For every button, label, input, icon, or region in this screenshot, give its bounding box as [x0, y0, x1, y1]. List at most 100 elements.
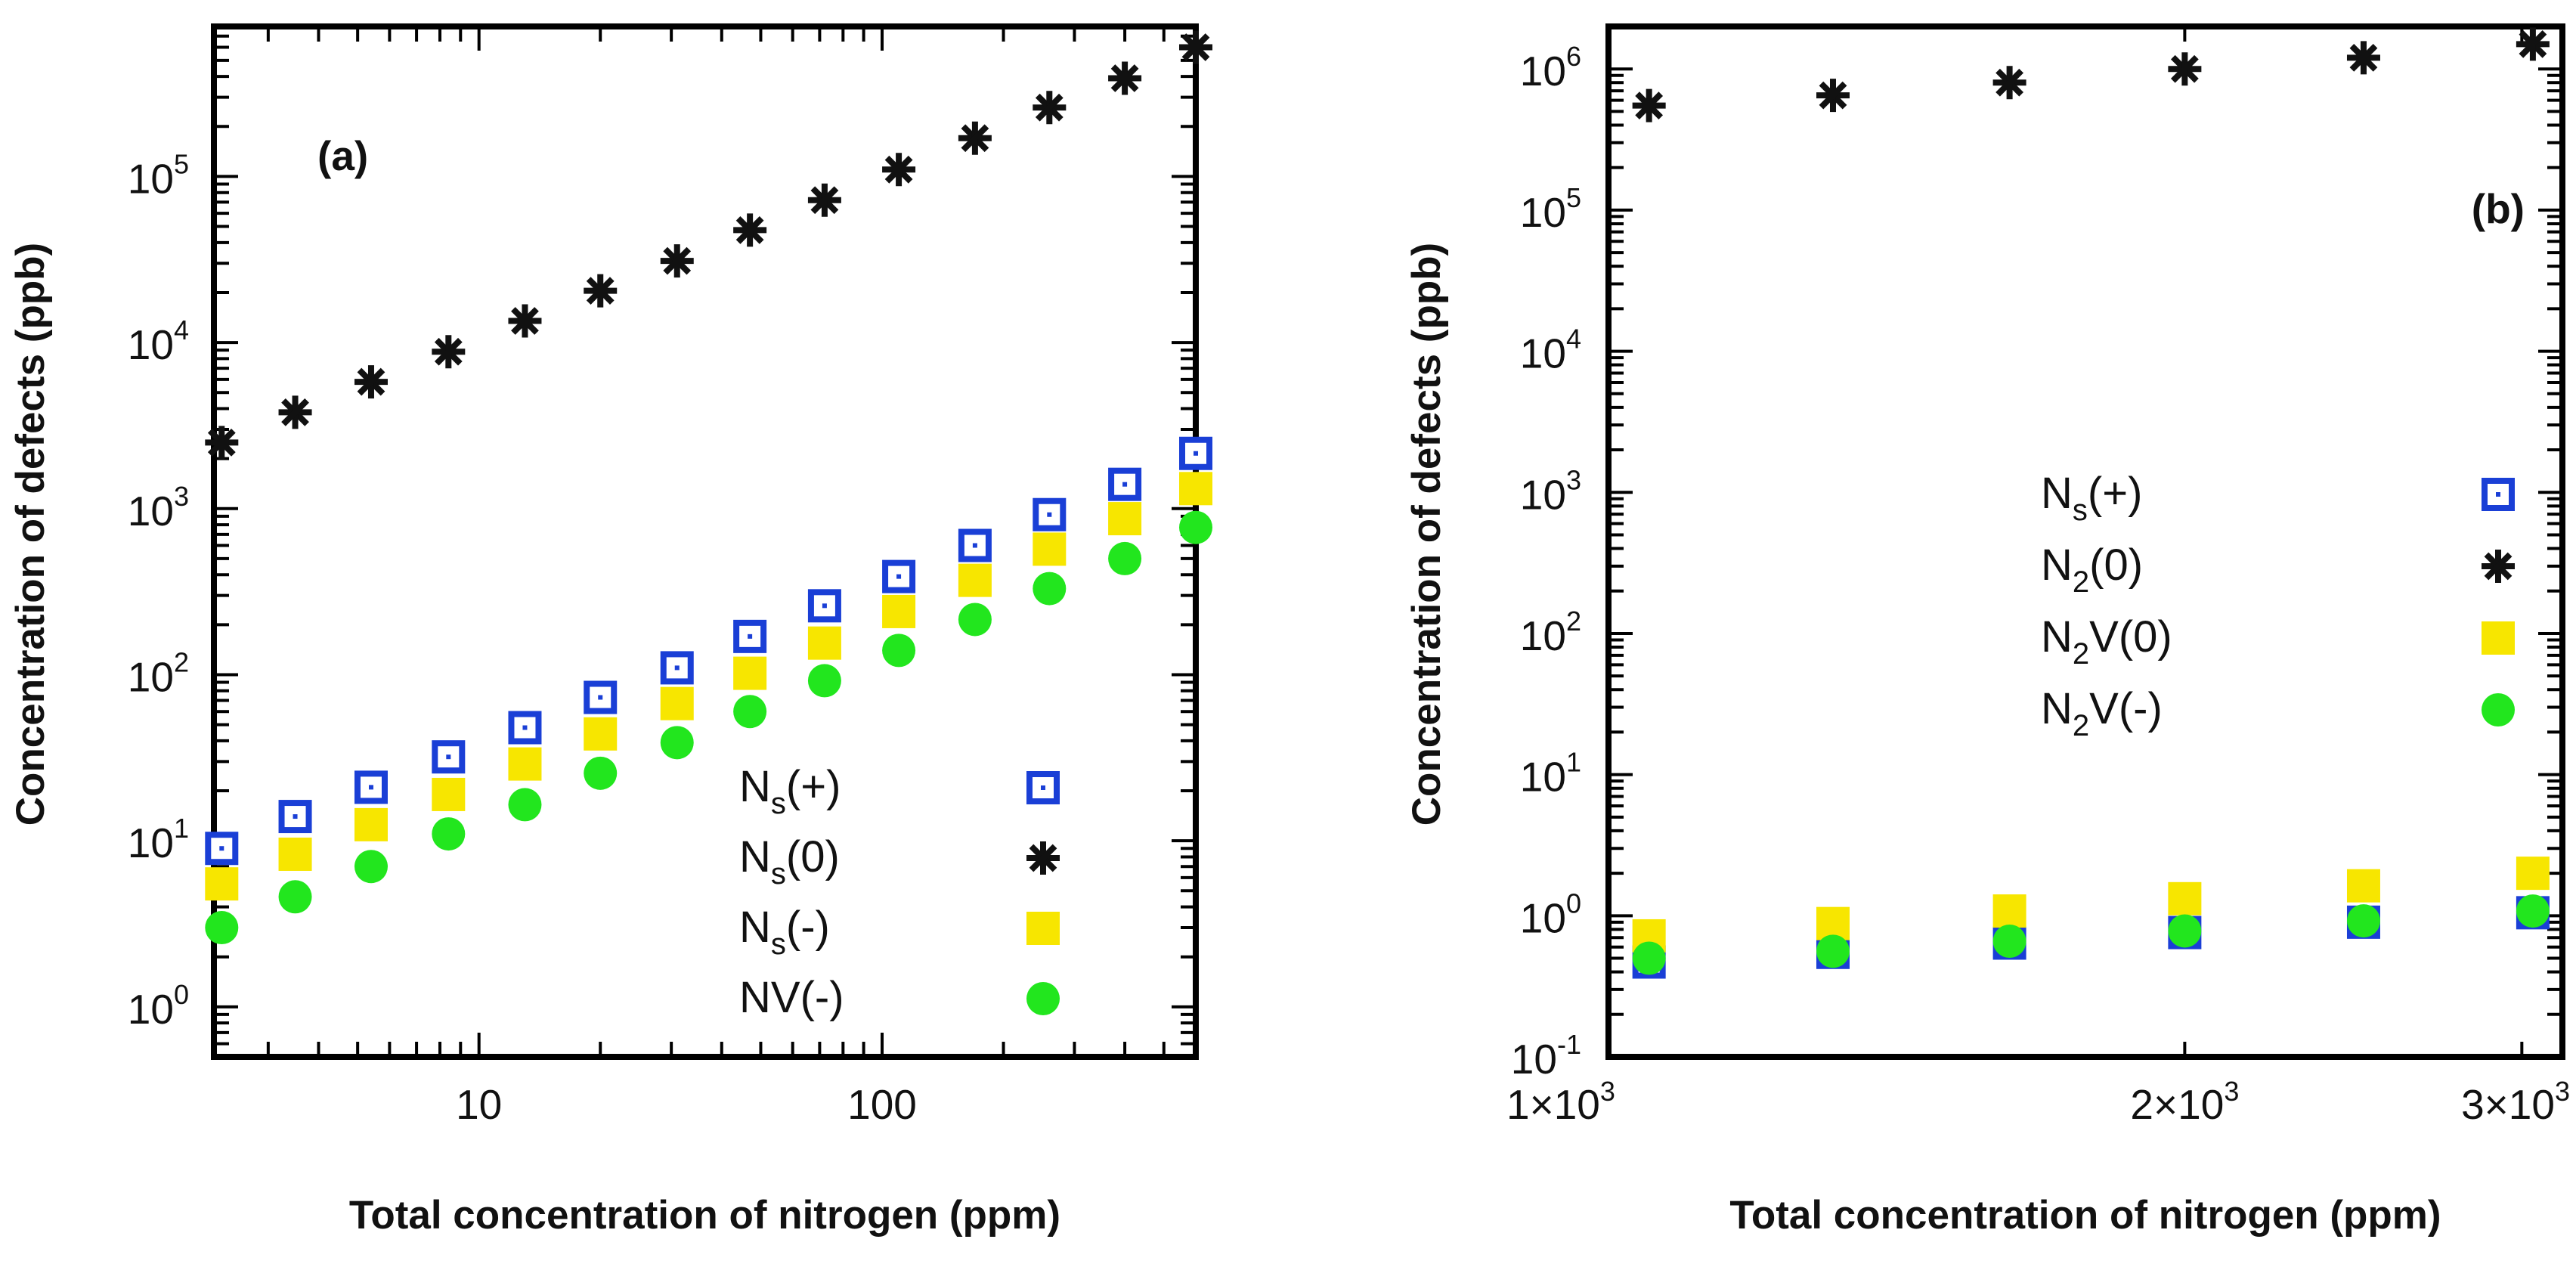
- marker-stroke: [1995, 68, 2023, 97]
- marker-stroke: [2170, 54, 2199, 83]
- data-point: [660, 651, 694, 685]
- marker-stroke: [1029, 844, 1057, 872]
- marker-stroke: [2519, 29, 2547, 58]
- data-point: [278, 880, 312, 914]
- data-point: [807, 183, 841, 217]
- y-axis-label: Concentration of defects (ppb): [8, 243, 53, 826]
- marker-dot: [2496, 492, 2500, 497]
- marker-stroke: [2484, 552, 2513, 581]
- marker-stroke: [810, 186, 839, 215]
- data-point: [584, 680, 618, 714]
- legend-marker: [2482, 478, 2515, 511]
- y-axis-label: Concentration of defects (ppb): [1404, 243, 1449, 826]
- data-point: [1179, 472, 1212, 506]
- data-point: [354, 850, 388, 884]
- data-point: [1992, 894, 2026, 928]
- data-point: [432, 335, 466, 369]
- minor-ticks: [1607, 25, 2562, 1058]
- data-point: [508, 747, 542, 781]
- marker-dot: [1194, 451, 1198, 456]
- legend-label: NV(-): [739, 973, 844, 1022]
- legend-marker: [1026, 912, 1060, 945]
- marker-dot: [748, 634, 753, 639]
- data-point: [1108, 502, 1142, 536]
- data-point: [278, 800, 312, 834]
- legend-label: N2V(-): [2041, 684, 2163, 742]
- data-point: [1632, 941, 1666, 975]
- data-point: [278, 395, 312, 429]
- series-N2V(-): [1632, 894, 2550, 975]
- data-point: [1108, 467, 1142, 501]
- x-tick-label: 3×103: [2461, 1076, 2570, 1128]
- data-point: [584, 756, 618, 790]
- data-point: [958, 121, 992, 155]
- data-point: [205, 832, 239, 866]
- marker-dot: [972, 543, 977, 548]
- series-Ns(-): [205, 472, 1212, 901]
- data-point: [660, 686, 694, 720]
- data-point: [1992, 66, 2026, 100]
- marker-dot: [822, 603, 827, 609]
- legend-label: Ns(-): [739, 903, 830, 961]
- chart-panel-a: 10 100 100 101 102 103 104 105 Total concentrati…: [8, 23, 1212, 1238]
- series-NV(-): [205, 510, 1212, 945]
- series-Ns(0): [205, 30, 1212, 460]
- legend: Ns(+) N2(0) N2V(0) N2V(-): [2041, 469, 2515, 742]
- data-point: [508, 304, 542, 338]
- marker-stroke: [1635, 91, 1664, 120]
- marker-stroke: [1110, 64, 1139, 92]
- legend-label: N2(0): [2041, 541, 2143, 599]
- y-tick-label: 105: [1520, 182, 1581, 236]
- data-point: [508, 788, 542, 822]
- data-point: [2516, 894, 2550, 928]
- data-point: [354, 807, 388, 841]
- marker-stroke: [735, 216, 764, 244]
- marker-dot: [219, 846, 224, 851]
- minor-ticks: [214, 25, 1197, 1058]
- marker-box: [205, 832, 239, 866]
- data-point: [1033, 572, 1067, 606]
- x-tick-label: 10: [456, 1081, 502, 1128]
- marker-dot: [293, 814, 298, 819]
- series-Ns(+): [205, 436, 1212, 866]
- y-tick-label: 103: [1520, 464, 1581, 518]
- marker-stroke: [2349, 44, 2378, 72]
- data-point: [205, 426, 239, 460]
- data-point: [733, 695, 767, 729]
- data-point: [660, 726, 694, 760]
- data-point: [2516, 27, 2550, 61]
- data-point: [1992, 925, 2026, 959]
- data-point: [432, 817, 466, 851]
- legend-label: Ns(+): [2041, 469, 2142, 527]
- data-point: [882, 153, 916, 187]
- marker-dot: [446, 754, 451, 760]
- legend-label: Ns(0): [739, 832, 840, 891]
- y-tick-label: 103: [128, 481, 189, 534]
- data-point: [2346, 904, 2380, 938]
- marker-stroke: [357, 367, 385, 396]
- data-point: [1632, 88, 1666, 122]
- data-point: [278, 837, 312, 871]
- data-point: [2346, 41, 2380, 75]
- y-tick-label: 104: [1520, 324, 1581, 377]
- marker-stroke: [511, 307, 539, 335]
- data-point: [1179, 510, 1212, 544]
- marker-stroke: [1819, 81, 1847, 110]
- data-point: [205, 911, 239, 945]
- data-point: [205, 867, 239, 901]
- data-point: [882, 594, 916, 628]
- chart-panel-b: 1×103 2×103 3×103 10-1 100 101 102 103 104 105 106…: [1404, 23, 2570, 1238]
- marker-box: [2482, 478, 2515, 511]
- data-point: [584, 274, 618, 308]
- data-point: [733, 656, 767, 690]
- marker-stroke: [434, 337, 463, 366]
- data-point: [807, 589, 841, 623]
- marker-dot: [1041, 785, 1045, 790]
- y-tick-label: 101: [1520, 747, 1581, 801]
- legend-marker: [1026, 771, 1060, 804]
- marker-dot: [1122, 482, 1128, 487]
- panel-label: (b): [2472, 185, 2525, 232]
- data-point: [354, 770, 388, 804]
